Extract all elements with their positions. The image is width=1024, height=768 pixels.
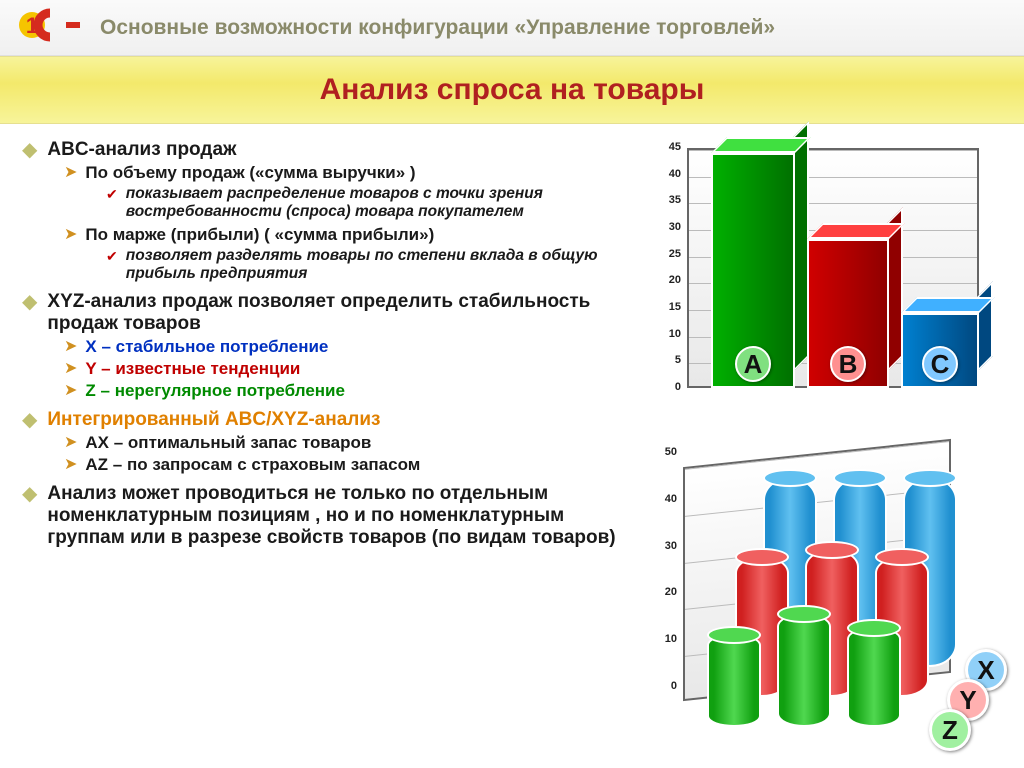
bullet-abcxyz-ax: ➤ AX – оптимальный запас товаров xyxy=(64,433,643,453)
bullet-abc-margin: ➤ По марже (прибыли) ( «сумма прибыли») xyxy=(64,225,643,245)
arrow-icon: ➤ xyxy=(64,455,77,475)
y-tick-label: 40 xyxy=(651,168,681,180)
bullet-label: По марже (прибыли) ( «сумма прибыли») xyxy=(85,225,434,245)
bar-category-label: C xyxy=(922,346,958,382)
bullet-label: AZ – по запросам с страховым запасом xyxy=(85,455,420,475)
cylinder-top xyxy=(763,469,817,487)
y-tick-label: 40 xyxy=(651,493,677,505)
y-tick-label: 45 xyxy=(651,141,681,153)
y-tick-label: 0 xyxy=(651,381,681,393)
y-tick-label: 30 xyxy=(651,221,681,233)
y-tick-label: 35 xyxy=(651,194,681,206)
bullet-label: показывает распределение товаров с точки… xyxy=(126,185,643,221)
bullet-label: X – стабильное потребление xyxy=(85,337,328,357)
bar-top xyxy=(901,297,995,313)
logo-1c: 1 xyxy=(18,5,82,50)
cylinder-top xyxy=(805,541,859,559)
cylinder-top xyxy=(735,548,789,566)
arrow-icon: ➤ xyxy=(64,359,77,379)
bullet-label: AX – оптимальный запас товаров xyxy=(85,433,371,453)
bar-side xyxy=(977,281,993,372)
diamond-icon: ◆ xyxy=(22,291,37,313)
text-column: ◆ ABC-анализ продаж ➤ По объему продаж (… xyxy=(22,136,651,758)
arrow-icon: ➤ xyxy=(64,433,77,453)
cylinder-top xyxy=(903,469,957,487)
gridline xyxy=(685,441,949,470)
y-tick-label: 50 xyxy=(651,446,677,458)
bullet-abc-margin-detail: ✔ позволяет разделять товары по степени … xyxy=(106,247,643,283)
y-tick-label: 10 xyxy=(651,328,681,340)
title-band: Анализ спроса на товары xyxy=(0,56,1024,124)
y-tick-label: 10 xyxy=(651,633,677,645)
bullet-xyz-z: ➤ Z – нерегулярное потребление xyxy=(64,381,643,401)
bullet-label: Интегрированный ABC/XYZ-анализ xyxy=(47,409,380,431)
arrow-icon: ➤ xyxy=(64,337,77,357)
y-tick-label: 20 xyxy=(651,586,677,598)
bullet-label: Z – нерегулярное потребление xyxy=(85,381,345,401)
bullet-abc: ◆ ABC-анализ продаж xyxy=(22,139,643,161)
bullet-label: XYZ-анализ продаж позволяет определить с… xyxy=(47,291,643,335)
arrow-icon: ➤ xyxy=(64,163,77,183)
header-bar: 1 Основные возможности конфигурации «Упр… xyxy=(0,0,1024,56)
diamond-icon: ◆ xyxy=(22,409,37,431)
cylinder-body xyxy=(777,613,831,727)
y-tick-label: 15 xyxy=(651,301,681,313)
diamond-icon: ◆ xyxy=(22,139,37,161)
bullet-label: позволяет разделять товары по степени вк… xyxy=(126,247,643,283)
charts-column: 051015202530354045ABC 01020304050XYZ xyxy=(651,136,1006,758)
bullet-xyz: ◆ XYZ-анализ продаж позволяет определить… xyxy=(22,291,643,335)
cylinder-top xyxy=(875,548,929,566)
bullet-abcxyz-az: ➤ AZ – по запросам с страховым запасом xyxy=(64,455,643,475)
header-title: Основные возможности конфигурации «Управ… xyxy=(100,16,775,40)
bullet-abc-volume: ➤ По объему продаж («сумма выручки» ) xyxy=(64,163,643,183)
bullet-abcxyz: ◆ Интегрированный ABC/XYZ-анализ xyxy=(22,409,643,431)
xyz-badge: Z xyxy=(929,709,971,751)
bullet-xyz-x: ➤ X – стабильное потребление xyxy=(64,337,643,357)
y-tick-label: 0 xyxy=(651,680,677,692)
bar-category-label: B xyxy=(830,346,866,382)
y-tick-label: 5 xyxy=(651,354,681,366)
bullet-abc-volume-detail: ✔ показывает распределение товаров с точ… xyxy=(106,185,643,221)
bullet-label: ABC-анализ продаж xyxy=(47,139,236,161)
bullet-label: Y – известные тенденции xyxy=(85,359,300,379)
slide-title: Анализ спроса на товары xyxy=(320,73,705,107)
bullet-xyz-y: ➤ Y – известные тенденции xyxy=(64,359,643,379)
y-tick-label: 30 xyxy=(651,540,677,552)
cylinder-body xyxy=(847,627,901,727)
diamond-icon: ◆ xyxy=(22,483,37,505)
arrow-icon: ➤ xyxy=(64,225,77,245)
bullet-final: ◆ Анализ может проводиться не только по … xyxy=(22,483,643,549)
cylinder-body xyxy=(707,634,761,727)
check-icon: ✔ xyxy=(106,247,118,265)
bar-top xyxy=(711,137,811,153)
bar-top xyxy=(807,223,905,239)
bullet-label: Анализ может проводиться не только по от… xyxy=(47,483,643,549)
xyz-cylinder-chart: 01020304050XYZ xyxy=(651,423,991,723)
abc-bar-chart: 0 5 10 15 20 25 30 35 40 45 A B C xyxy=(651,140,991,405)
content-area: ◆ ABC-анализ продаж ➤ По объему продаж (… xyxy=(0,124,1024,768)
bullet-label: По объему продаж («сумма выручки» ) xyxy=(85,163,415,183)
cylinder-top xyxy=(833,469,887,487)
y-tick-label: 25 xyxy=(651,248,681,260)
arrow-icon: ➤ xyxy=(64,381,77,401)
bar-category-label: A xyxy=(735,346,771,382)
check-icon: ✔ xyxy=(106,185,118,203)
y-tick-label: 20 xyxy=(651,274,681,286)
